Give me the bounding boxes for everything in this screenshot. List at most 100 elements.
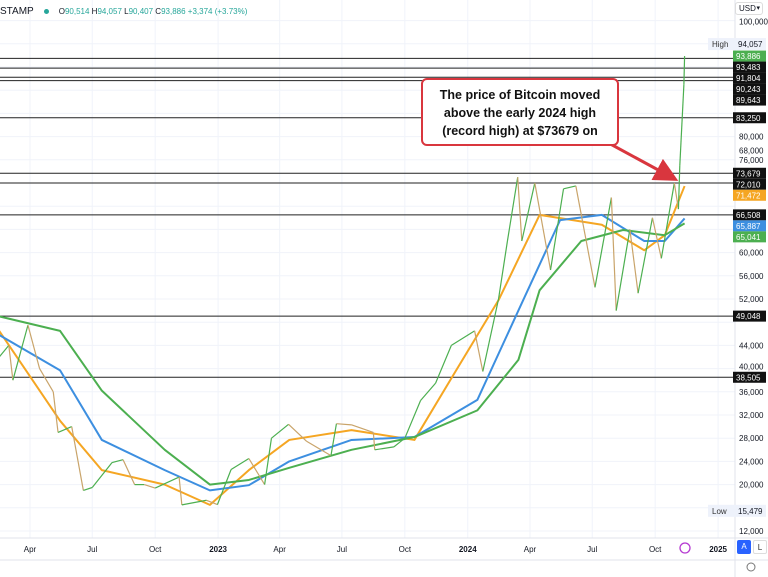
price-segment (336, 423, 352, 426)
ma-price-label: 71,472 (736, 191, 761, 200)
y-tick-label: 56,000 (739, 272, 764, 281)
x-tick-label: 2025 (709, 545, 727, 554)
price-segment (351, 424, 374, 433)
price-segment (393, 437, 406, 448)
price-segment (482, 298, 500, 372)
high-value: 94,057 (738, 40, 763, 49)
y-tick-label: 32,000 (739, 411, 764, 420)
price-segment (306, 440, 332, 457)
high-label: High (712, 40, 728, 49)
x-tick-label: Apr (524, 545, 537, 554)
x-tick-label: Oct (649, 545, 662, 554)
high-label: H (91, 6, 98, 16)
price-segment (83, 486, 93, 491)
ma-price-label-bg (733, 231, 766, 243)
y-tick-label: 36,000 (739, 388, 764, 397)
price-segment (248, 458, 266, 485)
level-price-label: 73,679 (736, 169, 761, 178)
y-tick-label: 68,000 (739, 146, 764, 155)
low-label: Low (712, 507, 727, 516)
x-tick-label: Oct (399, 545, 412, 554)
price-segment (27, 324, 41, 369)
price-segment (271, 423, 289, 439)
y-tick-label: 20,000 (739, 481, 764, 490)
price-segment (615, 229, 631, 311)
y-tick-label: 24,000 (739, 457, 764, 466)
price-segment (683, 56, 686, 85)
price-segment (521, 182, 536, 242)
price-segment (8, 345, 14, 381)
level-price-label: 91,804 (736, 74, 761, 83)
price-segment (216, 469, 232, 505)
last-price-label-bg (733, 50, 766, 62)
open-value: 90,514 (64, 6, 90, 16)
price-segment (71, 426, 84, 491)
price-segment (610, 197, 617, 311)
price-segment (497, 240, 509, 300)
auto-scale-button[interactable]: A (737, 540, 751, 554)
price-segment (178, 477, 183, 505)
price-segment (637, 217, 654, 294)
x-tick-label: Jul (337, 545, 347, 554)
level-price-label: 72,010 (736, 180, 761, 189)
y-tick-label: 80,000 (739, 133, 764, 142)
price-segment (549, 188, 565, 271)
price-segment (57, 426, 72, 433)
low-label: L (124, 6, 129, 16)
price-segment (420, 382, 437, 401)
y-tick-label: 60,000 (739, 249, 764, 258)
level-price-label: 83,250 (736, 114, 761, 123)
price-segment (181, 499, 207, 506)
x-tick-label: 2023 (209, 545, 227, 554)
level-price-label: 93,483 (736, 63, 761, 72)
plot-area (0, 56, 735, 506)
price-segment (144, 484, 156, 489)
x-tick-label: Oct (149, 545, 162, 554)
price-segment (679, 84, 685, 166)
moving-average-line (0, 222, 686, 486)
price-segment (264, 438, 273, 485)
x-tick-label: Jul (87, 545, 97, 554)
price-segment (330, 423, 338, 456)
high-value: 94,057 (97, 6, 122, 16)
price-segment (374, 446, 394, 451)
y-tick-label: 100,000 (739, 18, 768, 27)
ma-price-label-bg (733, 220, 766, 232)
level-price-label-bg (733, 371, 766, 383)
ma-price-label: 65,041 (736, 233, 761, 242)
currency-selector[interactable]: USD ▾ (735, 2, 763, 15)
price-segment (563, 185, 576, 190)
price-segment (372, 432, 376, 450)
ma-price-label-bg (733, 189, 766, 201)
price-segment (91, 462, 113, 488)
market-status-icon (43, 8, 49, 14)
y-tick-label: 52,000 (739, 295, 764, 304)
price-segment (435, 345, 452, 384)
price-segment (12, 324, 29, 381)
log-scale-button[interactable]: L (753, 540, 767, 554)
price-segment (206, 499, 218, 506)
price-segment (451, 330, 475, 346)
currency-value: USD (739, 4, 756, 13)
chevron-down-icon: ▾ (756, 5, 760, 12)
close-label: C (155, 6, 162, 16)
level-price-label-bg (733, 72, 766, 84)
price-segment (651, 217, 662, 259)
price-segment (52, 391, 59, 433)
x-tick-label: Apr (273, 545, 286, 554)
price-segment (154, 476, 180, 489)
level-price-label-bg (733, 112, 766, 124)
level-price-label: 66,508 (736, 211, 761, 220)
symbol-header: STAMP O90,514 H94,057 L90,407 C93,886 +3… (0, 0, 247, 22)
open-label: O (58, 6, 65, 16)
price-segment (534, 182, 552, 271)
level-price-label-bg (733, 61, 766, 73)
price-segment (673, 182, 680, 210)
x-tick-label: Apr (24, 545, 37, 554)
change-value: +3,374 (+3.73%) (187, 6, 248, 16)
level-price-label-bg (733, 209, 766, 221)
level-price-label: 89,643 (736, 96, 761, 105)
price-segment (517, 177, 523, 242)
level-price-label-bg (733, 178, 766, 190)
